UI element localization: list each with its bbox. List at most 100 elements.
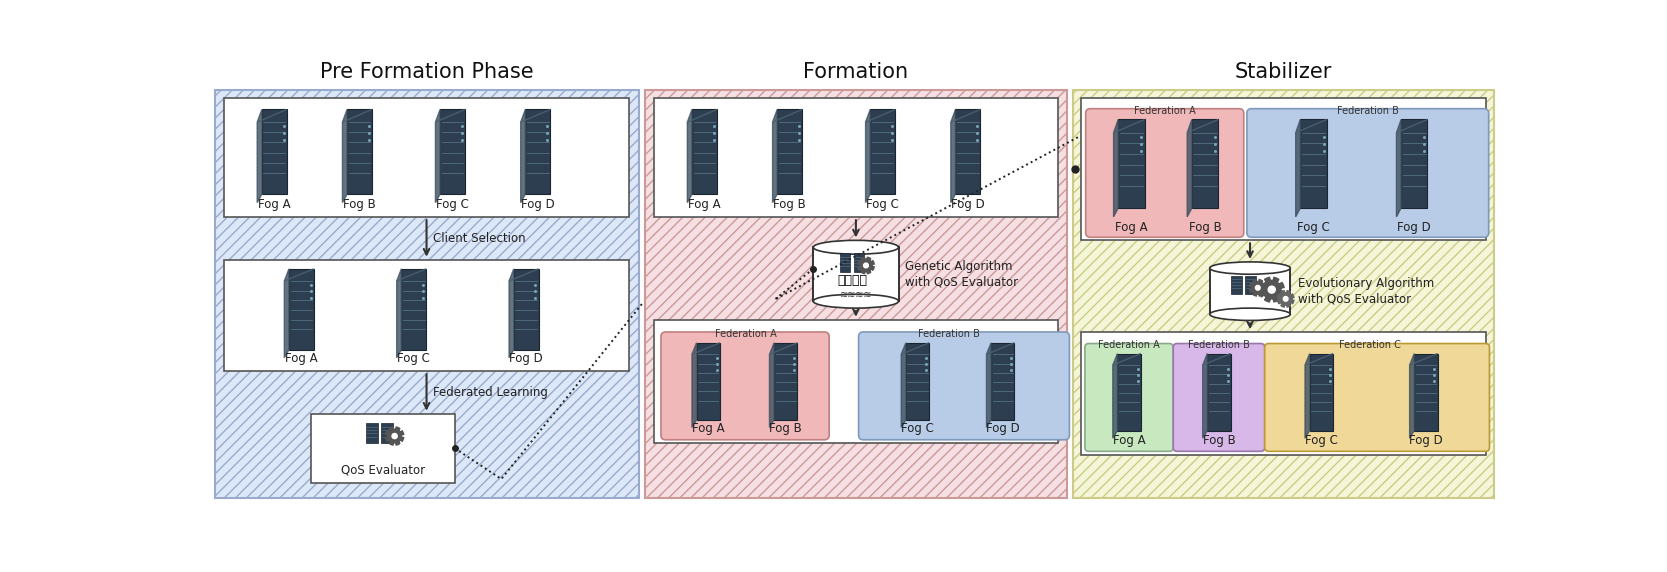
Polygon shape	[770, 343, 773, 427]
Polygon shape	[397, 269, 427, 281]
Polygon shape	[1114, 353, 1117, 438]
Polygon shape	[285, 269, 288, 358]
Bar	[992, 343, 1015, 420]
Text: Fog B: Fog B	[773, 198, 807, 211]
FancyBboxPatch shape	[859, 332, 1070, 440]
Polygon shape	[1277, 291, 1294, 307]
Text: Federation A: Federation A	[1134, 106, 1195, 116]
Bar	[1232, 276, 1242, 294]
Text: Fog C: Fog C	[437, 198, 468, 211]
Text: Fog D: Fog D	[520, 198, 555, 211]
Text: Fog B: Fog B	[1189, 221, 1222, 234]
Text: Fog C: Fog C	[1297, 221, 1330, 234]
Bar	[1300, 120, 1327, 208]
Ellipse shape	[813, 294, 899, 308]
Polygon shape	[1202, 353, 1230, 365]
Text: Federation A: Federation A	[715, 329, 777, 339]
Polygon shape	[1410, 353, 1414, 438]
Text: Genetic Algorithm
with QoS Evaluator: Genetic Algorithm with QoS Evaluator	[905, 260, 1019, 288]
Circle shape	[1255, 285, 1260, 290]
Bar	[697, 343, 720, 420]
Bar	[1414, 353, 1437, 431]
Circle shape	[1269, 286, 1275, 293]
FancyBboxPatch shape	[1085, 109, 1244, 237]
Polygon shape	[1202, 353, 1207, 438]
Bar	[840, 253, 850, 272]
Circle shape	[864, 263, 869, 268]
Bar	[1074, 90, 1494, 498]
Text: Fog A: Fog A	[692, 422, 725, 435]
Bar	[1080, 98, 1487, 240]
Bar	[1192, 120, 1219, 208]
Bar	[1074, 90, 1494, 498]
Text: Fog C: Fog C	[397, 352, 430, 365]
Text: Fog D: Fog D	[1409, 435, 1442, 447]
Polygon shape	[1410, 353, 1437, 365]
Bar	[645, 90, 1067, 498]
Text: Fog B: Fog B	[770, 422, 802, 435]
Bar	[525, 109, 550, 194]
Ellipse shape	[1210, 308, 1290, 320]
Bar	[1207, 353, 1230, 431]
Text: Fog A: Fog A	[258, 198, 290, 211]
Text: Federation A: Federation A	[1099, 340, 1160, 349]
Polygon shape	[435, 109, 465, 122]
Polygon shape	[1397, 120, 1427, 133]
Polygon shape	[1305, 353, 1334, 365]
Polygon shape	[285, 269, 313, 281]
Polygon shape	[772, 109, 777, 202]
Bar	[813, 247, 899, 301]
Text: Pre Formation Phase: Pre Formation Phase	[320, 62, 533, 82]
FancyBboxPatch shape	[1247, 109, 1489, 237]
Polygon shape	[902, 343, 929, 354]
Polygon shape	[508, 269, 538, 281]
Bar	[365, 423, 377, 443]
Bar	[440, 109, 465, 194]
FancyBboxPatch shape	[1174, 344, 1265, 451]
Text: Fog A: Fog A	[285, 352, 318, 365]
Polygon shape	[1114, 120, 1119, 217]
FancyBboxPatch shape	[662, 332, 828, 440]
Polygon shape	[902, 343, 905, 427]
Bar	[773, 343, 797, 420]
Polygon shape	[1259, 277, 1284, 302]
Bar	[777, 109, 802, 194]
Polygon shape	[1114, 353, 1140, 365]
Bar	[1400, 120, 1427, 208]
Polygon shape	[342, 109, 347, 202]
Text: Fog D: Fog D	[1397, 221, 1432, 234]
Text: Fog D: Fog D	[985, 422, 1020, 435]
Polygon shape	[257, 109, 287, 122]
Bar	[645, 90, 1067, 498]
Polygon shape	[435, 109, 440, 202]
Polygon shape	[859, 257, 874, 273]
Bar	[905, 343, 929, 420]
Bar	[402, 269, 427, 349]
Bar	[347, 109, 372, 194]
Polygon shape	[1295, 120, 1300, 217]
Circle shape	[392, 434, 397, 439]
Polygon shape	[342, 109, 372, 122]
Polygon shape	[687, 109, 717, 122]
Polygon shape	[1295, 120, 1327, 133]
Text: Evolutionary Algorithm
with QoS Evaluator: Evolutionary Algorithm with QoS Evaluato…	[1299, 277, 1434, 305]
Text: QoS Evaluator: QoS Evaluator	[342, 464, 425, 476]
Text: Fog C: Fog C	[867, 198, 899, 211]
Bar	[1310, 353, 1334, 431]
Bar	[223, 98, 628, 217]
Text: ⬛👨👩👧: ⬛👨👩👧	[837, 274, 867, 287]
Polygon shape	[1114, 120, 1145, 133]
Bar	[312, 414, 455, 483]
Text: Fog A: Fog A	[1114, 435, 1145, 447]
Text: Client Selection: Client Selection	[433, 232, 525, 245]
Polygon shape	[397, 269, 402, 358]
Polygon shape	[770, 343, 797, 354]
Bar	[955, 109, 980, 194]
Polygon shape	[1397, 120, 1400, 217]
Bar	[1080, 332, 1487, 455]
Text: Federation C: Federation C	[1339, 340, 1400, 349]
Polygon shape	[1305, 353, 1310, 438]
Text: Federation B: Federation B	[917, 329, 980, 339]
Text: Fog C: Fog C	[1305, 435, 1337, 447]
Polygon shape	[987, 343, 992, 427]
